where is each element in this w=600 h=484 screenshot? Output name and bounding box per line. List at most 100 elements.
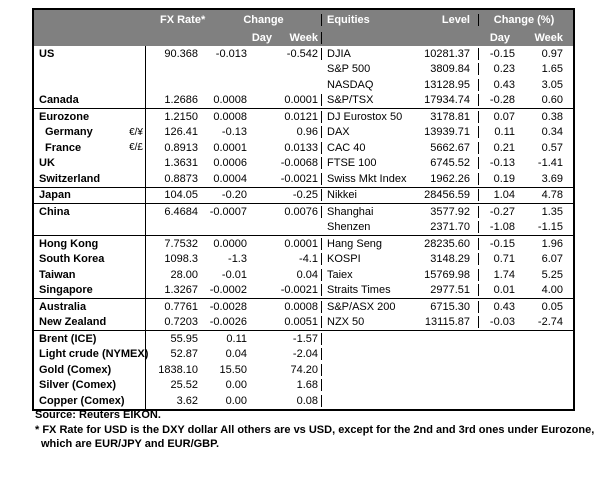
fx-week-change-cell: 0.96 (249, 126, 322, 139)
fx-day-change-cell: 0.0000 (213, 237, 247, 250)
fx-rate-cell: 1.2150 (164, 110, 198, 123)
equity-day-change-cell: -0.28 (489, 94, 515, 107)
row-label-cell: Brent (ICE) (34, 331, 146, 347)
table-body: US 90.368 -0.013 -0.542 DJIA 10281.37 -0.15 0.9… (34, 46, 573, 409)
fx-rate-col-header: FX Rate* (160, 13, 206, 26)
equity-day-change-cell: 1.04 (493, 189, 515, 202)
fx-rate-cell: 1.2686 (164, 94, 198, 107)
fx-week-change-cell: -0.0021 (249, 284, 322, 297)
equity-day-change-cell: 0.43 (493, 300, 515, 313)
equity-day-change-cell: 0.11 (494, 126, 515, 139)
row-label: Brent (ICE) (39, 332, 97, 345)
fx-day-change-cell: -0.0007 (209, 205, 247, 218)
equity-day-change-cell: 0.43 (493, 78, 515, 91)
fx-rate-cell: 90.368 (164, 47, 198, 60)
row-label-cell (34, 77, 146, 93)
equity-day-change-cell: -0.15 (489, 47, 515, 60)
fx-week-change-cell: 0.0121 (249, 110, 322, 123)
equity-level-cell: 17934.74 (402, 94, 479, 107)
table-row: US 90.368 -0.013 -0.542 DJIA 10281.37 -0.15 0.9… (34, 46, 573, 62)
equity-week-change-cell: 4.00 (541, 284, 563, 297)
fx-rate-cell: 0.7761 (164, 300, 198, 313)
fx-day-change-cell: 0.0001 (213, 141, 247, 154)
level-col-header: Level (441, 13, 470, 26)
row-label: Copper (Comex) (39, 394, 125, 407)
equity-day-change-cell: 0.01 (493, 284, 515, 297)
row-label-cell: Taiwan (34, 267, 146, 283)
row-label-cell: Hong Kong (34, 236, 146, 252)
row-label: France (45, 141, 82, 154)
equity-week-change-cell: -2.74 (537, 316, 563, 329)
eq-day-col-header: Day (489, 31, 510, 44)
equity-level-cell: 3148.29 (402, 253, 479, 266)
fx-rate-cell: 1.3631 (164, 157, 198, 170)
equity-day-change-cell: -0.03 (489, 316, 515, 329)
fx-week-change-cell: 0.08 (249, 394, 322, 407)
equity-name-cell: S&P/TSX (327, 94, 374, 107)
equity-name-cell: Shenzen (327, 221, 371, 234)
table-row: Shenzen 2371.70 -1.08 -1.15 (34, 219, 573, 235)
row-label: Gold (Comex) (39, 363, 112, 376)
row-label-cell: China (34, 204, 146, 220)
equity-week-change-cell: 1.65 (541, 63, 563, 76)
fx-week-change-cell: -2.04 (249, 348, 322, 361)
equity-name-cell: Taiex (327, 268, 353, 281)
fx-week-change-cell: -0.0068 (249, 157, 322, 170)
equity-level-cell: 6715.30 (402, 300, 479, 313)
equity-level-cell: 3178.81 (402, 110, 479, 123)
fx-rate-cell: 55.95 (170, 332, 198, 345)
fx-day-change-cell: -0.0026 (209, 316, 247, 329)
row-label: Eurozone (39, 110, 90, 123)
table-row: Silver (Comex) 25.52 0.00 1.68 (34, 377, 573, 393)
fx-rate-cell: 7.7532 (164, 237, 198, 250)
fx-week-change-cell: 0.0001 (249, 94, 322, 107)
fx-day-change-cell: 0.0008 (213, 94, 247, 107)
table-row: China 6.4684 -0.0007 0.0076 Shanghai 3577.92-… (34, 203, 573, 220)
row-label: Canada (39, 94, 79, 107)
equity-day-change-cell: 0.23 (493, 63, 515, 76)
equity-week-change-cell: 0.97 (541, 47, 563, 60)
table-row: South Korea 1098.3 -1.3 -4.1 KOSPI 3148.29 0.7… (34, 251, 573, 267)
equity-level-cell: 3577.92 (402, 205, 479, 218)
row-label: Germany (45, 126, 93, 139)
fx-day-change-cell: -0.20 (221, 189, 247, 202)
equity-name-cell: KOSPI (327, 253, 361, 266)
equity-week-change-cell: 1.35 (541, 205, 563, 218)
equity-level-cell: 3809.84 (402, 63, 479, 76)
change-pct-col-header: Change (%) (493, 13, 555, 26)
fx-rate-cell: 28.00 (170, 268, 198, 281)
row-label-cell: South Korea (34, 251, 146, 267)
fx-week-change-cell: 0.0133 (249, 141, 322, 154)
equity-name-cell: FTSE 100 (327, 157, 377, 170)
row-label: Hong Kong (39, 237, 99, 250)
fx-equities-table: FX Rate* Change Equities Level Change (%… (32, 8, 575, 411)
equity-day-change-cell: -0.27 (489, 205, 515, 218)
fx-day-change-cell: -0.0028 (209, 300, 247, 313)
fx-rate-cell: 25.52 (170, 379, 198, 392)
row-label-cell: Gold (Comex) (34, 362, 146, 378)
equity-name-cell: S&P/ASX 200 (327, 300, 396, 313)
row-label-cell: Eurozone (34, 109, 146, 125)
table-row: Australia 0.7761 -0.0028 0.0008 S&P/ASX 200 6… (34, 298, 573, 315)
table-row: Light crude (NYMEX) 52.87 0.04 -2.04 (34, 346, 573, 362)
row-label: Silver (Comex) (39, 379, 117, 392)
equity-day-change-cell: -0.15 (489, 237, 515, 250)
fx-rate-cell: 0.7203 (164, 316, 198, 329)
row-label: Switzerland (39, 172, 101, 185)
row-label-cell: Australia (34, 299, 146, 315)
table-row: Copper (Comex) 3.62 0.00 0.08 (34, 393, 573, 409)
equity-name-cell: NASDAQ (327, 78, 374, 91)
fx-day-change-cell: 0.0008 (213, 110, 247, 123)
equity-name-cell: DAX (327, 126, 350, 139)
equity-day-change-cell: 1.74 (493, 268, 515, 281)
equity-level-cell: 1962.26 (402, 172, 479, 185)
equity-day-change-cell: -1.08 (489, 221, 515, 234)
row-label: Australia (39, 300, 87, 313)
table-row: Switzerland 0.8873 0.0004 -0.0021 Swiss Mkt … (34, 171, 573, 187)
fx-week-change-cell: 0.04 (249, 268, 322, 281)
table-row: Japan 104.05 -0.20 -0.25 Nikkei 28456.59 1.04 4… (34, 186, 573, 203)
equity-name-cell: Hang Seng (327, 237, 383, 250)
fx-rate-cell: 3.62 (176, 394, 198, 407)
fx-day-change-cell: -0.01 (221, 268, 247, 281)
table-row: Hong Kong 7.7532 0.0000 0.0001 Hang Seng 2823… (34, 235, 573, 252)
